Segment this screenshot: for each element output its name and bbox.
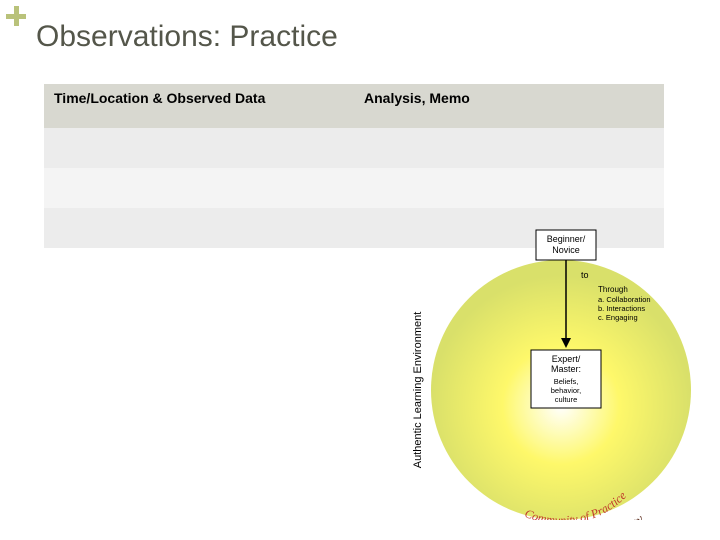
arrow-to-label: to	[581, 270, 589, 280]
community-of-practice-diagram: Authentic Learning Environment Periphery…	[376, 220, 706, 520]
table-row	[44, 168, 664, 208]
expert-title-1: Expert/	[552, 354, 581, 364]
through-item-a: a. Collaboration	[598, 295, 651, 304]
page-title: Observations: Practice	[36, 20, 338, 54]
beginner-label-2: Novice	[552, 245, 580, 255]
beginner-label-1: Beginner/	[547, 234, 586, 244]
through-item-b: b. Interactions	[598, 304, 645, 313]
table-row	[44, 128, 664, 168]
expert-line-1: Beliefs,	[554, 377, 579, 386]
table-cell	[44, 128, 354, 168]
plus-icon	[6, 6, 26, 26]
table-cell	[354, 168, 664, 208]
through-item-c: c. Engaging	[598, 313, 638, 322]
expert-line-2: behavior,	[551, 386, 581, 395]
table-cell	[44, 208, 354, 248]
table-cell	[354, 128, 664, 168]
table-header-col1: Time/Location & Observed Data	[44, 84, 354, 128]
expert-title-2: Master:	[551, 364, 581, 374]
through-heading: Through	[598, 285, 628, 294]
side-label: Authentic Learning Environment	[412, 312, 424, 469]
table-cell	[44, 168, 354, 208]
expert-line-3: culture	[555, 395, 578, 404]
table-header-col2: Analysis, Memo	[354, 84, 664, 128]
